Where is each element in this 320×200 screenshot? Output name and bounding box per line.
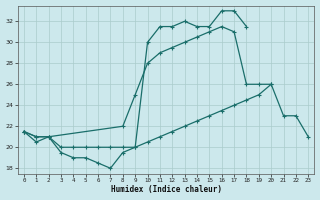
X-axis label: Humidex (Indice chaleur): Humidex (Indice chaleur) xyxy=(111,185,221,194)
